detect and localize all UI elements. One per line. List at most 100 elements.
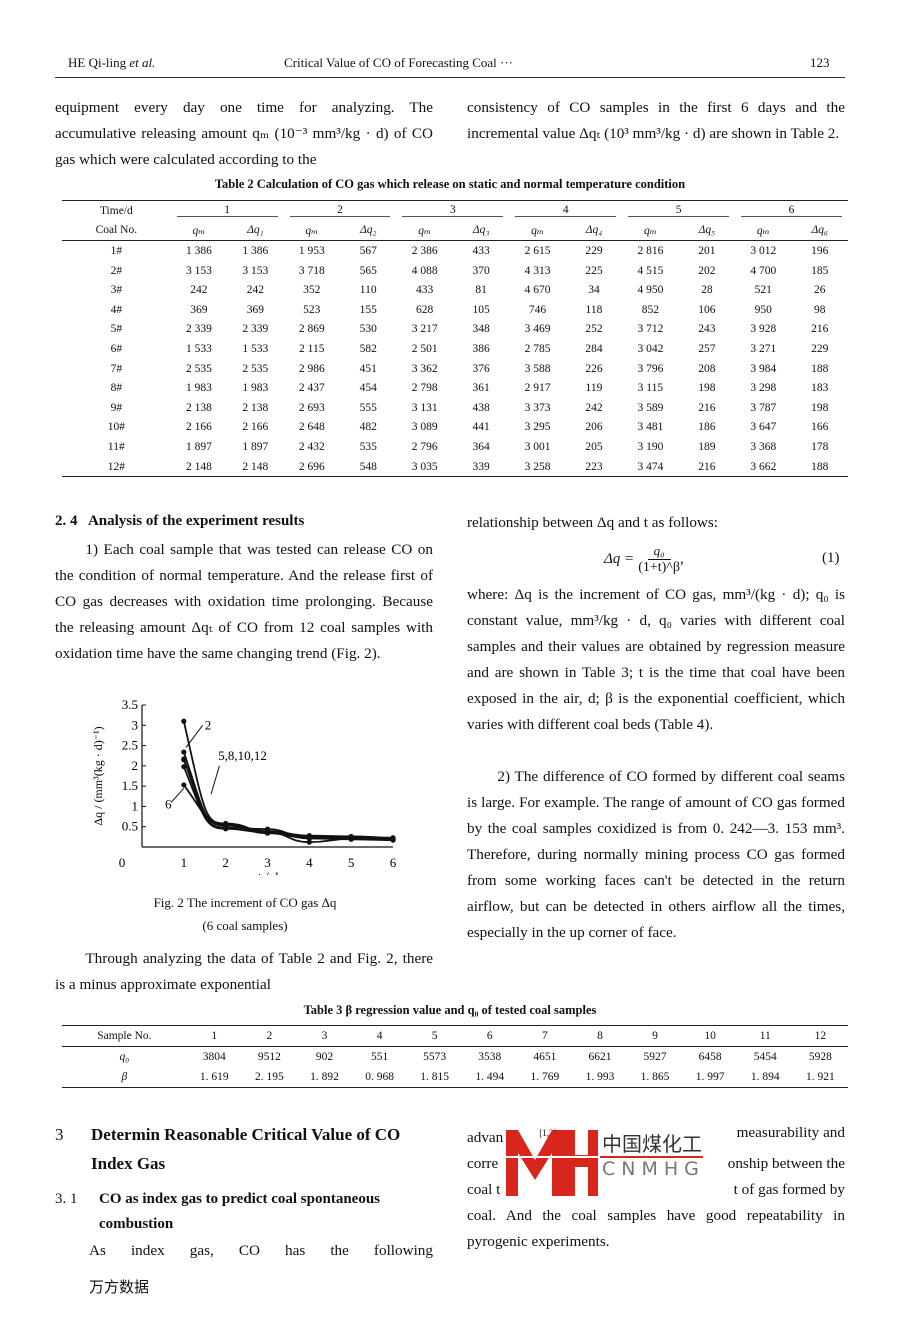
watermark-rule bbox=[600, 1156, 703, 1158]
table-cell: 12 bbox=[814, 1030, 827, 1042]
table-cell: 3 796 bbox=[637, 362, 664, 375]
table-cell: 1 983 bbox=[242, 382, 269, 395]
table-cell: 3 089 bbox=[411, 421, 438, 434]
table-cell: 3538 bbox=[478, 1051, 502, 1063]
table-row: 6# 1 533 1 533 2 115 582 2 501 386 2 785 284 3 04… bbox=[62, 339, 848, 359]
table-cell: 81 bbox=[475, 284, 487, 297]
table-cell: 188 bbox=[811, 362, 829, 375]
table-cell: 185 bbox=[811, 264, 829, 277]
day-header: 1 bbox=[171, 201, 284, 221]
table-cell: 482 bbox=[359, 421, 377, 434]
table-cell: 2 648 bbox=[298, 421, 325, 434]
table-row: 7# 2 535 2 535 2 986 451 3 362 376 3 588 226 3 79… bbox=[62, 359, 848, 379]
table-cell: 3# bbox=[110, 284, 123, 297]
table-cell: 852 bbox=[641, 303, 660, 316]
table-cell: 2 386 bbox=[411, 244, 438, 257]
table-cell: 3 588 bbox=[524, 362, 551, 375]
table-cell: 2 615 bbox=[524, 244, 551, 257]
sub-header: qₘ bbox=[644, 225, 657, 238]
table-cell: 155 bbox=[359, 303, 377, 316]
y-tick-label: 2 bbox=[132, 758, 139, 773]
table-cell: 3 153 bbox=[185, 264, 212, 277]
table-cell: 376 bbox=[472, 362, 490, 375]
table-cell: 548 bbox=[359, 460, 377, 473]
series-line-2 bbox=[182, 766, 394, 844]
x-tick-label: 5 bbox=[348, 855, 355, 870]
table-cell: 1 386 bbox=[185, 244, 212, 257]
table-cell: 1. 993 bbox=[585, 1071, 615, 1083]
footer-source: 万方数据 bbox=[89, 1278, 150, 1296]
table-cell: 1. 815 bbox=[420, 1071, 450, 1083]
table-cell: 2 501 bbox=[411, 342, 438, 355]
table-cell: 1. 494 bbox=[475, 1071, 505, 1083]
page-number: 123 bbox=[810, 55, 830, 70]
table-cell: 202 bbox=[698, 264, 716, 277]
day-header: 3 bbox=[396, 201, 509, 221]
data-point bbox=[264, 828, 271, 834]
table-cell: 369 bbox=[246, 303, 264, 316]
table-cell: 3 258 bbox=[524, 460, 551, 473]
table-cell: 3 298 bbox=[750, 382, 777, 395]
table-row: Sample No. 1 2 3 4 5 6 7 8 9 10 11 12 bbox=[62, 1025, 848, 1047]
table-cell: 2 693 bbox=[298, 401, 325, 414]
table2-caption: Table 2 Calculation of CO gas which rele… bbox=[214, 177, 686, 191]
equation-1: Δq = q₀ (1+t)^β , bbox=[604, 543, 684, 575]
x-tick-label: 0 bbox=[119, 855, 126, 870]
y-axis-label: Δq / (mm³(kg · d)⁻¹) bbox=[91, 726, 105, 825]
sub-header: qₘ bbox=[305, 225, 319, 238]
table-cell: 106 bbox=[698, 303, 716, 316]
table-cell: 1. 997 bbox=[695, 1071, 725, 1083]
intro-left: equipment every day one time for analyzi… bbox=[55, 99, 433, 168]
intro-right: consistency of CO samples in the first 6… bbox=[467, 99, 845, 142]
y-tick-label: 3 bbox=[132, 717, 139, 732]
table-cell: 9512 bbox=[257, 1051, 281, 1063]
table-cell: 361 bbox=[472, 382, 490, 395]
table-cell: 2 816 bbox=[637, 244, 664, 257]
table-cell: 1 897 bbox=[242, 440, 269, 453]
table-cell: 9# bbox=[110, 401, 123, 414]
table-cell: 11# bbox=[107, 440, 125, 453]
data-point bbox=[306, 833, 312, 839]
sub-header: Δq₁ bbox=[247, 224, 264, 237]
table-cell: 3 131 bbox=[411, 401, 438, 414]
header-rule bbox=[55, 77, 845, 78]
table-cell: 2 798 bbox=[411, 382, 438, 395]
section-2-4-para2: Through analyzing the data of Table 2 an… bbox=[55, 950, 433, 993]
table-cell: 2 869 bbox=[298, 323, 325, 336]
eq-denominator: (1+t)^β bbox=[638, 560, 680, 575]
table-cell: 28 bbox=[701, 284, 713, 297]
table-row: 9# 2 138 2 138 2 693 555 3 131 438 3 373 242 3 58… bbox=[62, 398, 848, 418]
table-cell: 34 bbox=[588, 284, 600, 297]
table-cell: 565 bbox=[359, 264, 377, 277]
table-cell: 216 bbox=[811, 323, 829, 336]
table-cell: 205 bbox=[585, 440, 603, 453]
data-point bbox=[181, 757, 187, 763]
table-cell: 5928 bbox=[808, 1051, 832, 1063]
table-cell: 364 bbox=[472, 440, 490, 453]
data-point bbox=[390, 835, 396, 841]
table-cell: 1 bbox=[211, 1030, 218, 1042]
y-tick-label: 1.5 bbox=[122, 778, 138, 793]
table-cell: 242 bbox=[246, 284, 264, 297]
table-cell: 2 138 bbox=[242, 401, 269, 414]
table-cell: 8# bbox=[110, 382, 123, 395]
x-tick-label: 1 bbox=[181, 855, 188, 870]
table-cell: 98 bbox=[814, 303, 826, 316]
table-row: 3# 242 242 352 110 433 81 4 670 34 4 950 28 521 26 bbox=[62, 280, 848, 300]
table-cell: 105 bbox=[472, 303, 490, 316]
table-cell: 166 bbox=[811, 421, 829, 434]
table-cell: 1. 921 bbox=[806, 1071, 835, 1083]
table-cell: 3 362 bbox=[411, 362, 438, 375]
cnmhg-watermark-logo: 中国煤化工 CNMHG bbox=[503, 1128, 748, 1196]
table-cell: 3 012 bbox=[750, 244, 777, 257]
table-row: 10# 2 166 2 166 2 648 482 3 089 441 3 295 206 3 4… bbox=[62, 418, 848, 438]
table-cell: 3 001 bbox=[524, 440, 551, 453]
table-cell: 433 bbox=[416, 284, 434, 297]
table-cell: 4651 bbox=[533, 1051, 557, 1063]
table-cell: 1. 865 bbox=[640, 1071, 670, 1083]
table-cell: 3 042 bbox=[637, 342, 664, 355]
table-cell: 348 bbox=[472, 323, 490, 336]
time-label: Time/d bbox=[99, 204, 133, 217]
x-tick-label: 4 bbox=[306, 855, 313, 870]
table-cell: 2 115 bbox=[299, 342, 325, 355]
